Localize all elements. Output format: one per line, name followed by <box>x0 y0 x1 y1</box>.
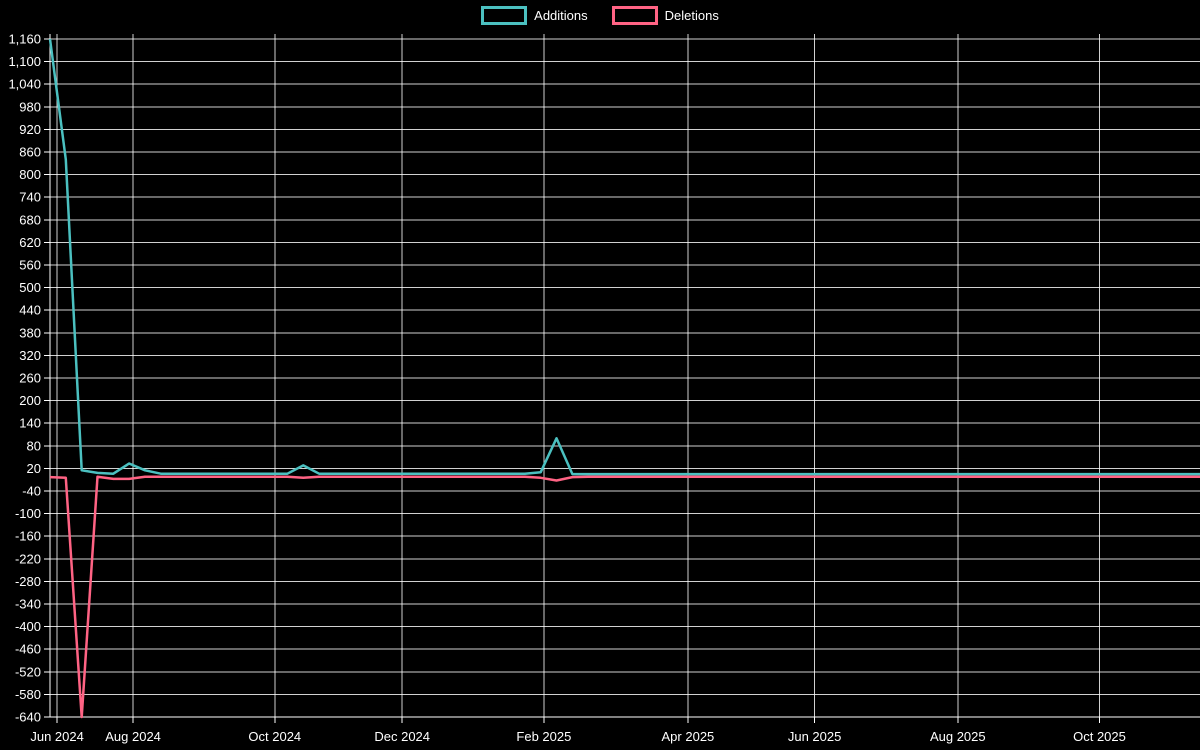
y-tick-label: 380 <box>19 325 41 340</box>
y-tick-label: 980 <box>19 99 41 114</box>
y-tick-label: 440 <box>19 303 41 318</box>
x-tick-label: Jun 2024 <box>30 729 84 744</box>
y-tick-label: 260 <box>19 371 41 386</box>
y-tick-label: -100 <box>15 506 41 521</box>
y-tick-label: -580 <box>15 687 41 702</box>
y-tick-label: 560 <box>19 258 41 273</box>
y-tick-label: 20 <box>27 461 41 476</box>
x-tick-label: Feb 2025 <box>516 729 571 744</box>
y-tick-label: 680 <box>19 212 41 227</box>
y-tick-label: 140 <box>19 416 41 431</box>
y-tick-label: -400 <box>15 619 41 634</box>
y-tick-label: 320 <box>19 348 41 363</box>
y-tick-label: 1,100 <box>8 54 41 69</box>
y-tick-label: -220 <box>15 551 41 566</box>
y-tick-label: 500 <box>19 280 41 295</box>
y-tick-label: 800 <box>19 167 41 182</box>
y-tick-label: -40 <box>22 484 41 499</box>
y-tick-label: 200 <box>19 393 41 408</box>
x-tick-label: Aug 2024 <box>105 729 161 744</box>
y-tick-label: 740 <box>19 190 41 205</box>
x-tick-label: Dec 2024 <box>374 729 430 744</box>
x-tick-label: Oct 2024 <box>248 729 301 744</box>
additions-line <box>48 38 1200 476</box>
y-tick-label: 620 <box>19 235 41 250</box>
additions-legend-swatch <box>481 6 528 25</box>
x-tick-label: Apr 2025 <box>662 729 715 744</box>
legend-item-additions[interactable]: Additions <box>481 6 588 25</box>
y-tick-label: 80 <box>27 438 41 453</box>
additions-legend-label: Additions <box>534 8 588 23</box>
y-tick-label: -460 <box>15 642 41 657</box>
y-tick-label: -280 <box>15 574 41 589</box>
y-tick-label: -340 <box>15 597 41 612</box>
y-tick-label: -520 <box>15 664 41 679</box>
deletions-legend-swatch <box>611 6 658 25</box>
y-tick-label: -160 <box>15 529 41 544</box>
chart-legend: Additions Deletions <box>0 6 1200 25</box>
y-tick-label: 860 <box>19 145 41 160</box>
deletions-line <box>49 475 1200 719</box>
deletions-legend-label: Deletions <box>664 8 719 23</box>
y-tick-label: 920 <box>19 122 41 137</box>
x-tick-label: Oct 2025 <box>1073 729 1126 744</box>
y-tick-label: -640 <box>15 710 41 725</box>
y-tick-label: 1,160 <box>8 32 41 47</box>
x-tick-label: Jun 2025 <box>788 729 842 744</box>
y-tick-label: 1,040 <box>8 77 41 92</box>
x-tick-label: Aug 2025 <box>930 729 986 744</box>
legend-item-deletions[interactable]: Deletions <box>611 6 719 25</box>
